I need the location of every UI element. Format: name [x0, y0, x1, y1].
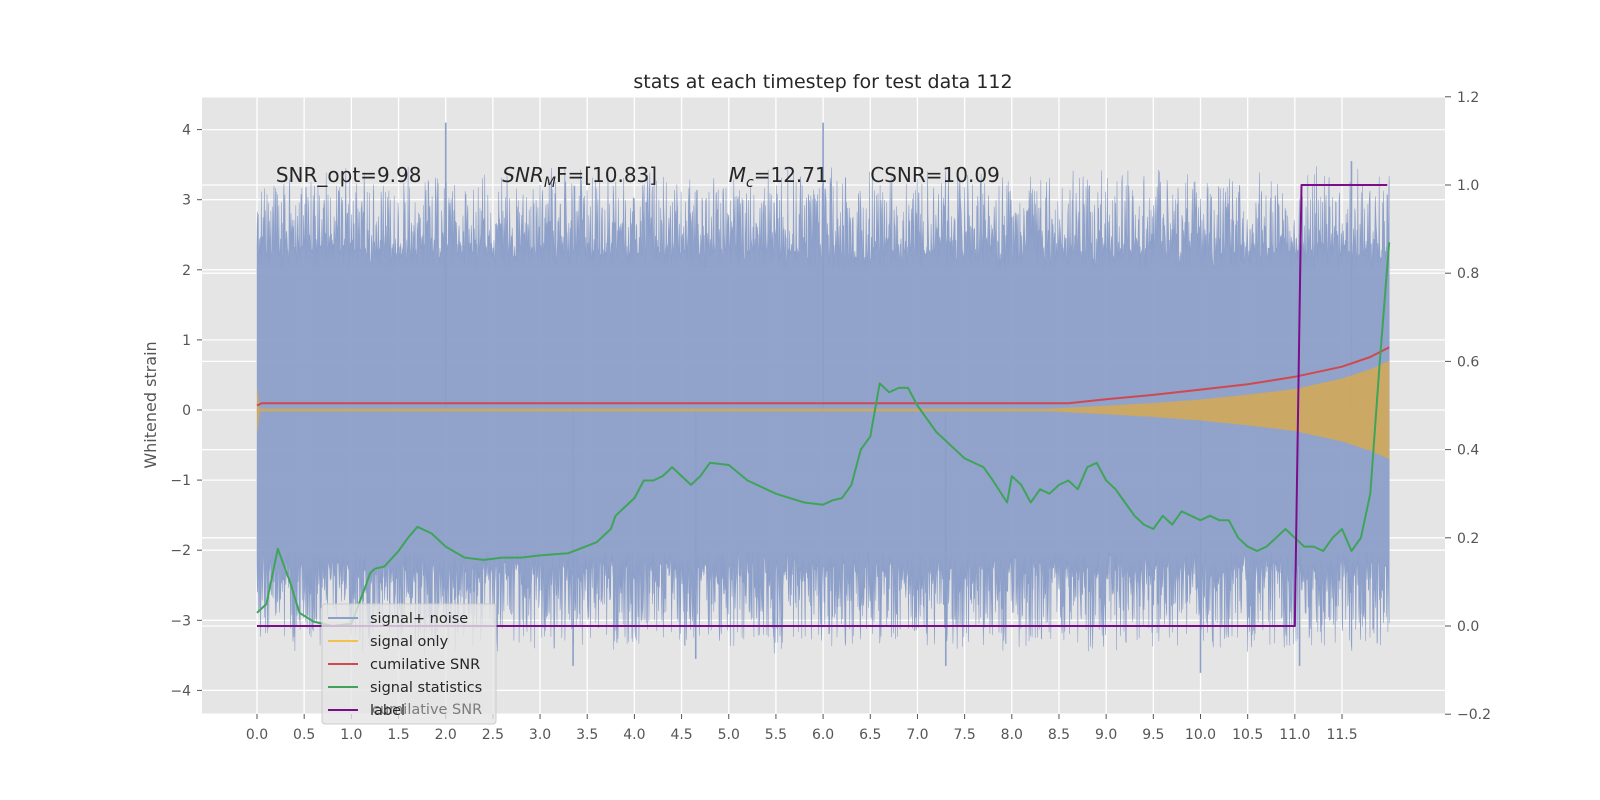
x-tick-label: 2.0 [435, 727, 457, 743]
x-tick-label: 3.5 [576, 727, 598, 743]
y2-tick-label: 0.6 [1457, 354, 1479, 370]
series-lines [256, 184, 1391, 627]
annotation: CSNR=10.09 [870, 163, 1000, 187]
x-tick-label: 4.0 [623, 727, 645, 743]
annotation-main: M [729, 163, 746, 187]
x-tick-label: 7.5 [953, 727, 975, 743]
x-tick-label: 11.0 [1279, 727, 1310, 743]
legend-label: signal+ noise [370, 611, 468, 627]
annotation-rest: F=[10.83] [556, 163, 657, 187]
signal-envelope [257, 360, 1390, 460]
annotation-sub: c [746, 175, 754, 191]
x-tick-label: 2.5 [482, 727, 504, 743]
annotation-rest: =12.71 [754, 163, 828, 187]
x-tick-label: 10.0 [1185, 727, 1216, 743]
annotations: SNR_opt=9.98 SNRMF=[10.83] Mc=12.71 CSNR=10… [276, 163, 1000, 191]
y2-tick-label: 1.0 [1457, 178, 1479, 194]
y2-tick-label: 0.4 [1457, 443, 1479, 459]
legend-ghost-text: cumilative SNR [372, 702, 482, 718]
legend-box [321, 603, 497, 725]
y-tick-label: 2 [182, 263, 191, 279]
y2-tick-label: 0.2 [1457, 531, 1479, 547]
y2-tick-label: 0.8 [1457, 266, 1479, 282]
x-tick-label: 5.5 [765, 727, 787, 743]
x-tick-label: 5.0 [718, 727, 740, 743]
annotation-main: SNR [502, 163, 544, 187]
y-tick-label: −3 [170, 613, 191, 629]
legend-label: signal only [370, 634, 449, 650]
legend-label: label [370, 703, 405, 719]
x-tick-label: 0.5 [293, 727, 315, 743]
y2-tick-label: 1.2 [1457, 90, 1479, 106]
legend: cumilative SNR signal+ noise signal only cu… [321, 603, 497, 725]
y-tick-label: −1 [170, 473, 191, 489]
series-line-cumilative-snr [256, 346, 1390, 407]
y-tick-label: 1 [182, 333, 191, 349]
legend-label: cumilative SNR [370, 657, 480, 673]
series-signal-only [257, 360, 1390, 460]
y-axis-label: Whitened strain [141, 341, 160, 468]
x-tick-label: 7.0 [906, 727, 928, 743]
x-tick-label: 3.0 [529, 727, 551, 743]
x-tick-label: 8.0 [1001, 727, 1023, 743]
annotation: SNR_opt=9.98 [276, 163, 422, 187]
x-tick-label: 0.0 [246, 727, 268, 743]
x-tick-label: 9.0 [1095, 727, 1117, 743]
annotation-sub: M [544, 175, 556, 191]
x-tick-label: 11.5 [1326, 727, 1357, 743]
legend-label: signal statistics [370, 680, 482, 696]
x-tick-label: 6.5 [859, 727, 881, 743]
annotation: SNRMF=[10.83] [502, 163, 657, 191]
y-tick-label: 4 [182, 123, 191, 139]
x-tick-label: 1.0 [340, 727, 362, 743]
series-line-label [257, 184, 1388, 627]
x-tick-label: 8.5 [1048, 727, 1070, 743]
x-tick-label: 6.0 [812, 727, 834, 743]
x-tick-label: 1.5 [387, 727, 409, 743]
chart-title: stats at each timestep for test data 112 [633, 71, 1012, 93]
x-tick-label: 10.5 [1232, 727, 1263, 743]
y-tick-label: −4 [170, 683, 191, 699]
y2-tick-label: −0.2 [1457, 707, 1491, 723]
annotation: Mc=12.71 [729, 163, 828, 191]
axis-ticks: 0.0 0.5 1.0 1.5 2.0 2.5 3.0 3.5 4.0 4.5 5.0 5.5 6.0 6… [170, 90, 1491, 743]
series-line-signal-statistics [256, 242, 1391, 627]
y-tick-label: −2 [170, 543, 191, 559]
y2-tick-label: 0.0 [1457, 619, 1479, 635]
y-tick-label: 0 [182, 403, 191, 419]
x-tick-label: 9.5 [1142, 727, 1164, 743]
x-tick-label: 4.5 [670, 727, 692, 743]
y-tick-label: 3 [182, 193, 191, 209]
